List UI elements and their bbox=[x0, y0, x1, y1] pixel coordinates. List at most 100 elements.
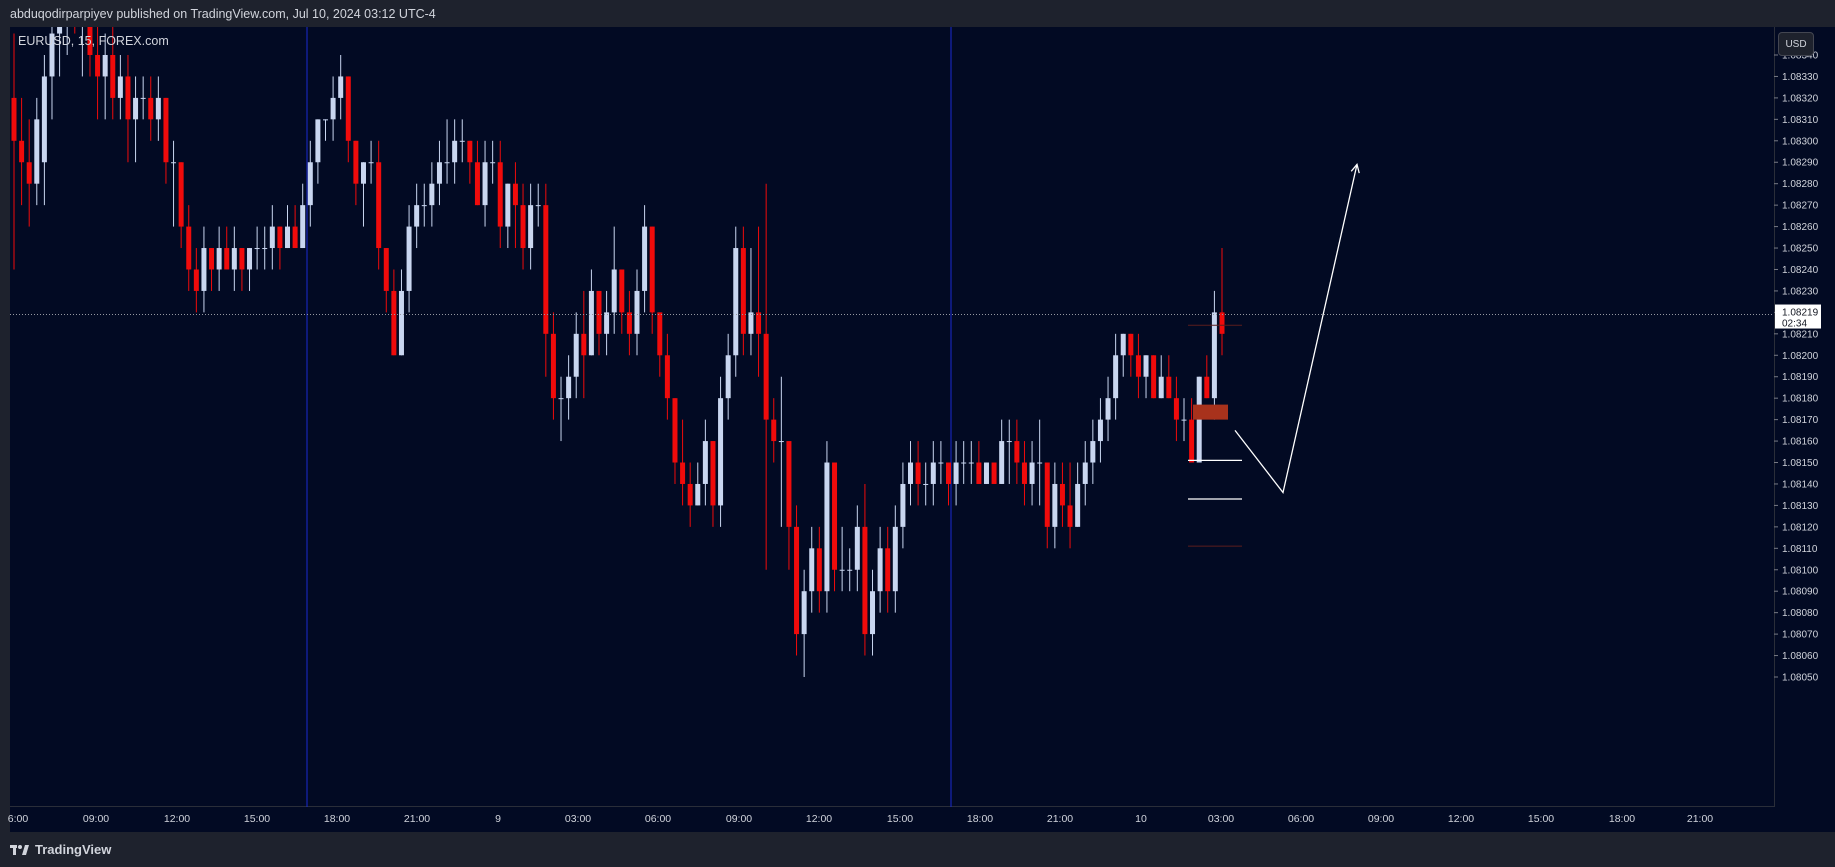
candle bbox=[512, 162, 518, 249]
tradingview-brand[interactable]: TradingView bbox=[10, 842, 111, 857]
candle-body bbox=[558, 398, 564, 400]
candle-body bbox=[1090, 441, 1096, 463]
candle-body bbox=[1151, 355, 1157, 399]
candle-body bbox=[1135, 355, 1141, 377]
price-tick-label: 1.08160 bbox=[1782, 437, 1819, 448]
candle bbox=[687, 462, 693, 527]
candle-body bbox=[186, 226, 192, 270]
candle bbox=[1067, 462, 1073, 549]
candle-body bbox=[1014, 441, 1020, 463]
candle bbox=[725, 333, 731, 420]
candle-body bbox=[315, 119, 321, 163]
candle-body bbox=[110, 55, 116, 98]
candle bbox=[406, 205, 412, 313]
candle-body bbox=[459, 140, 465, 142]
candle bbox=[216, 226, 222, 291]
candle-body bbox=[19, 140, 25, 163]
candle bbox=[862, 483, 868, 656]
candle bbox=[209, 248, 215, 291]
candle-body bbox=[1052, 483, 1058, 527]
price-tick-label: 1.08290 bbox=[1782, 158, 1819, 169]
candle-body bbox=[391, 290, 397, 356]
time-axis[interactable]: 6:00 09:00 12:00 15:00 18:00 21:00 9 03:00 06:00… bbox=[8, 813, 1714, 825]
candle-body bbox=[231, 248, 237, 270]
candle-body bbox=[634, 290, 640, 334]
candle-body bbox=[1082, 462, 1088, 484]
brand-name: TradingView bbox=[35, 842, 112, 857]
candle-body bbox=[467, 140, 473, 163]
candle bbox=[239, 248, 245, 291]
candle-body bbox=[330, 97, 336, 120]
candle-body bbox=[771, 419, 777, 442]
candle bbox=[626, 290, 632, 356]
currency-button[interactable]: USD bbox=[1778, 32, 1814, 56]
price-tick-label: 1.08250 bbox=[1782, 244, 1819, 255]
candle bbox=[1204, 355, 1210, 399]
candle bbox=[528, 183, 534, 270]
candle bbox=[816, 526, 822, 613]
time-tick-label: 03:00 bbox=[1208, 813, 1234, 825]
candle bbox=[1014, 419, 1020, 484]
candle bbox=[11, 33, 17, 270]
candle-body bbox=[733, 248, 739, 356]
candle bbox=[543, 183, 549, 377]
candle-body bbox=[748, 312, 754, 334]
candle bbox=[201, 226, 207, 313]
candle-body bbox=[642, 226, 648, 291]
candle bbox=[1143, 355, 1149, 399]
plot-background bbox=[10, 27, 1774, 807]
price-tick-label: 1.08230 bbox=[1782, 286, 1819, 297]
candle-body bbox=[983, 462, 989, 484]
candle bbox=[809, 526, 815, 613]
candle bbox=[254, 226, 260, 270]
candle-body bbox=[573, 333, 579, 377]
candle-body bbox=[216, 248, 222, 270]
time-axis-border bbox=[10, 806, 1774, 807]
candle-body bbox=[854, 526, 860, 570]
price-tick-label: 1.08060 bbox=[1782, 651, 1819, 662]
candle-body bbox=[262, 248, 268, 250]
candle-body bbox=[224, 248, 230, 270]
candle-body bbox=[619, 269, 625, 313]
price-tick-label: 1.08200 bbox=[1782, 351, 1819, 362]
candle bbox=[178, 162, 184, 249]
candle-body bbox=[148, 97, 154, 120]
candle-body bbox=[383, 248, 389, 291]
candle bbox=[573, 312, 579, 399]
candle bbox=[41, 55, 47, 206]
supply-zone bbox=[1193, 404, 1228, 420]
candle bbox=[277, 226, 283, 270]
candle bbox=[125, 55, 131, 163]
candle-body bbox=[862, 526, 868, 635]
candle-body bbox=[322, 119, 328, 121]
candle-body bbox=[892, 526, 898, 592]
candle-body bbox=[436, 162, 442, 184]
candle bbox=[497, 140, 503, 249]
candle-body bbox=[953, 462, 959, 484]
candle bbox=[368, 140, 374, 184]
candle-body bbox=[611, 269, 617, 313]
price-tick-label: 1.08330 bbox=[1782, 72, 1819, 83]
chart-area[interactable]: 1.08340 1.08330 1.08320 1.08310 1.08300 1.082… bbox=[0, 27, 1835, 832]
price-tag-box bbox=[1775, 304, 1821, 329]
candle bbox=[976, 441, 982, 484]
price-axis[interactable]: 1.08340 1.08330 1.08320 1.08310 1.08300 1.082… bbox=[1774, 51, 1819, 684]
candle bbox=[57, 27, 63, 77]
candle bbox=[1037, 419, 1043, 506]
candle-body bbox=[49, 33, 55, 77]
candle-body bbox=[604, 312, 610, 334]
candle-body bbox=[718, 398, 724, 506]
candle bbox=[1006, 419, 1012, 484]
candle-body bbox=[566, 376, 572, 399]
candle-body bbox=[269, 226, 275, 249]
candle-body bbox=[117, 76, 123, 98]
candle bbox=[345, 76, 351, 163]
candle bbox=[740, 226, 746, 356]
candle-body bbox=[1181, 419, 1187, 421]
candlestick-chart[interactable]: 1.08340 1.08330 1.08320 1.08310 1.08300 1.082… bbox=[0, 27, 1835, 832]
time-tick-label: 09:00 bbox=[83, 813, 109, 825]
candle-body bbox=[550, 333, 556, 399]
candle bbox=[292, 205, 298, 249]
candle bbox=[322, 119, 328, 141]
candle-body bbox=[1075, 483, 1081, 527]
